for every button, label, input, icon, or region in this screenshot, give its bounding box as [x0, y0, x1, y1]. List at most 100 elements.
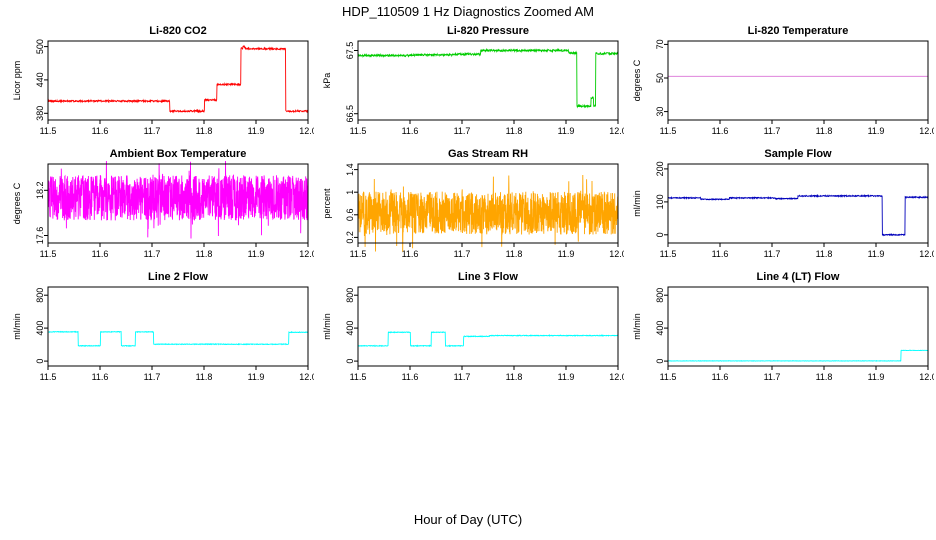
svg-text:400: 400	[345, 321, 355, 336]
svg-text:11.5: 11.5	[660, 372, 677, 382]
svg-text:percent: percent	[322, 188, 332, 219]
svg-text:11.9: 11.9	[558, 372, 575, 382]
svg-text:200: 200	[655, 161, 665, 176]
svg-text:ml/min: ml/min	[632, 313, 642, 340]
svg-text:12.0: 12.0	[299, 126, 314, 136]
svg-text:11.7: 11.7	[764, 249, 781, 259]
svg-text:11.6: 11.6	[402, 372, 419, 382]
panel-li820-co2: Li-820 CO2 11.5 11.6 11.7 11.8 11.9 12.0 380 44…	[4, 24, 314, 147]
svg-text:11.5: 11.5	[660, 126, 677, 136]
svg-text:11.8: 11.8	[506, 249, 523, 259]
panel-line3-flow: Line 3 Flow 11.5 11.6 11.7 11.8 11.9 12.0 0 400…	[314, 270, 624, 393]
svg-text:12.0: 12.0	[609, 126, 624, 136]
svg-text:0: 0	[655, 359, 665, 364]
svg-text:11.8: 11.8	[816, 249, 833, 259]
svg-text:440: 440	[35, 72, 45, 87]
svg-text:11.7: 11.7	[454, 126, 471, 136]
svg-text:ml/min: ml/min	[322, 313, 332, 340]
svg-text:400: 400	[35, 321, 45, 336]
svg-text:Licor ppm: Licor ppm	[12, 61, 22, 101]
svg-text:70: 70	[655, 39, 665, 49]
svg-text:67.5: 67.5	[345, 42, 355, 60]
svg-text:11.9: 11.9	[868, 249, 885, 259]
svg-text:11.8: 11.8	[196, 372, 213, 382]
svg-text:11.7: 11.7	[764, 126, 781, 136]
svg-text:11.5: 11.5	[350, 249, 367, 259]
svg-text:11.9: 11.9	[248, 249, 265, 259]
chart-title: Li-820 Temperature	[747, 25, 849, 37]
svg-text:12.0: 12.0	[299, 372, 314, 382]
svg-text:11.7: 11.7	[454, 249, 471, 259]
panel-sample-flow: Sample Flow 11.5 11.6 11.7 11.8 11.9 12.0 0 100…	[624, 147, 934, 270]
svg-text:12.0: 12.0	[609, 372, 624, 382]
svg-text:11.5: 11.5	[40, 126, 57, 136]
chart-title: Gas Stream RH	[447, 148, 529, 160]
svg-text:1.4: 1.4	[345, 163, 355, 176]
svg-text:11.7: 11.7	[144, 249, 161, 259]
svg-text:11.6: 11.6	[712, 249, 729, 259]
svg-text:ml/min: ml/min	[12, 313, 22, 340]
svg-text:11.9: 11.9	[558, 249, 575, 259]
svg-text:12.0: 12.0	[609, 249, 624, 259]
svg-text:11.6: 11.6	[92, 126, 109, 136]
svg-text:12.0: 12.0	[299, 249, 314, 259]
panel-line2-flow: Line 2 Flow 11.5 11.6 11.7 11.8 11.9 12.0 0 400…	[4, 270, 314, 393]
svg-text:1: 1	[345, 190, 355, 195]
panel-line4-lt-flow: Line 4 (LT) Flow 11.5 11.6 11.7 11.8 11.9 12.…	[624, 270, 934, 393]
svg-text:11.6: 11.6	[402, 249, 419, 259]
svg-text:30: 30	[655, 107, 665, 117]
panel-li820-temperature: Li-820 Temperature 11.5 11.6 11.7 11.8 11.9 1…	[624, 24, 934, 147]
panel-ambient-box-temperature: Ambient Box Temperature 11.5 11.6 11.7 11.8…	[4, 147, 314, 270]
svg-text:11.6: 11.6	[712, 372, 729, 382]
svg-text:18.2: 18.2	[35, 182, 45, 200]
plot-ambient-box-temperature: 11.5 11.6 11.7 11.8 11.9 12.0 17.6 18.2 degrees …	[12, 161, 314, 259]
svg-text:12.0: 12.0	[919, 372, 934, 382]
chart-title: Li-820 Pressure	[447, 25, 529, 37]
svg-text:11.8: 11.8	[506, 126, 523, 136]
svg-text:11.9: 11.9	[868, 372, 885, 382]
chart-title: Line 3 Flow	[458, 271, 518, 283]
svg-text:0: 0	[345, 359, 355, 364]
panel-li820-pressure: Li-820 Pressure 11.5 11.6 11.7 11.8 11.9 12.0…	[314, 24, 624, 147]
chart-title: Li-820 CO2	[149, 25, 207, 37]
svg-text:800: 800	[655, 288, 665, 303]
svg-text:11.5: 11.5	[660, 249, 677, 259]
svg-text:degrees C: degrees C	[12, 182, 22, 224]
x-axis-label: Hour of Day (UTC)	[413, 512, 523, 527]
svg-text:100: 100	[655, 194, 665, 209]
svg-text:11.7: 11.7	[454, 372, 471, 382]
svg-text:11.8: 11.8	[196, 249, 213, 259]
plot-li820-co2: 11.5 11.6 11.7 11.8 11.9 12.0 380 440 500 Licor p…	[12, 39, 314, 136]
svg-text:11.7: 11.7	[144, 126, 161, 136]
svg-text:380: 380	[35, 106, 45, 121]
svg-text:0.6: 0.6	[345, 209, 355, 222]
svg-text:11.9: 11.9	[868, 126, 885, 136]
svg-text:11.8: 11.8	[816, 126, 833, 136]
svg-text:11.9: 11.9	[558, 126, 575, 136]
svg-text:11.6: 11.6	[92, 249, 109, 259]
chart-title: Line 4 (LT) Flow	[756, 271, 840, 283]
chart-grid: Li-820 CO2 11.5 11.6 11.7 11.8 11.9 12.0 380 44…	[4, 24, 934, 393]
svg-text:12.0: 12.0	[919, 249, 934, 259]
plot-li820-pressure: 11.5 11.6 11.7 11.8 11.9 12.0 66.5 67.5 kPa	[322, 40, 624, 136]
svg-text:17.6: 17.6	[35, 227, 45, 245]
svg-text:11.5: 11.5	[40, 249, 57, 259]
plot-line2-flow: 11.5 11.6 11.7 11.8 11.9 12.0 0 400 800 ml/min	[12, 286, 314, 382]
svg-text:ml/min: ml/min	[632, 190, 642, 217]
panel-gas-stream-rh: Gas Stream RH 11.5 11.6 11.7 11.8 11.9 12.0 0.…	[314, 147, 624, 270]
svg-text:11.8: 11.8	[196, 126, 213, 136]
plot-line4-lt-flow: 11.5 11.6 11.7 11.8 11.9 12.0 0 400 800 ml/min	[632, 286, 934, 382]
chart-title: Ambient Box Temperature	[109, 148, 247, 160]
svg-text:12.0: 12.0	[919, 126, 934, 136]
svg-text:11.9: 11.9	[248, 126, 265, 136]
svg-text:11.5: 11.5	[350, 126, 367, 136]
svg-text:11.6: 11.6	[712, 126, 729, 136]
plot-line3-flow: 11.5 11.6 11.7 11.8 11.9 12.0 0 400 800 ml/min	[322, 286, 624, 382]
svg-text:11.7: 11.7	[764, 372, 781, 382]
svg-text:11.7: 11.7	[144, 372, 161, 382]
svg-text:11.9: 11.9	[248, 372, 265, 382]
plot-sample-flow: 11.5 11.6 11.7 11.8 11.9 12.0 0 100 200 ml/min	[632, 161, 934, 259]
svg-text:800: 800	[345, 288, 355, 303]
svg-text:0: 0	[655, 232, 665, 237]
